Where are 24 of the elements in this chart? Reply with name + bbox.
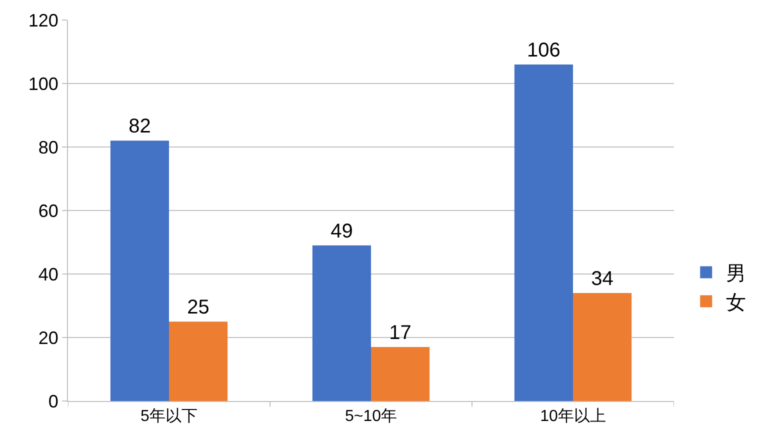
bar (169, 322, 228, 401)
bar (573, 293, 632, 401)
bar (371, 347, 430, 401)
y-tick-label: 80 (38, 137, 58, 158)
legend-label: 男 (726, 263, 746, 285)
y-tick-label: 20 (38, 328, 58, 348)
x-tick-label: 5~10年 (344, 408, 398, 426)
data-label: 106 (527, 39, 560, 62)
bar (312, 245, 371, 401)
data-label: 34 (591, 268, 614, 290)
legend-label: 女 (726, 292, 746, 314)
x-tick-label: 5年以下 (140, 407, 198, 426)
y-tick-label: 100 (28, 74, 58, 94)
y-tick-label: 0 (48, 391, 58, 412)
bar (110, 140, 169, 401)
data-label: 82 (128, 116, 151, 138)
bar (514, 64, 573, 401)
y-tick-label: 40 (38, 264, 58, 284)
data-label: 17 (389, 322, 412, 344)
x-tick-label: 10年以上 (540, 407, 606, 426)
data-label: 25 (187, 296, 210, 319)
y-tick-label: 120 (28, 10, 58, 30)
y-tick-label: 60 (38, 200, 58, 221)
data-label: 49 (330, 220, 353, 242)
